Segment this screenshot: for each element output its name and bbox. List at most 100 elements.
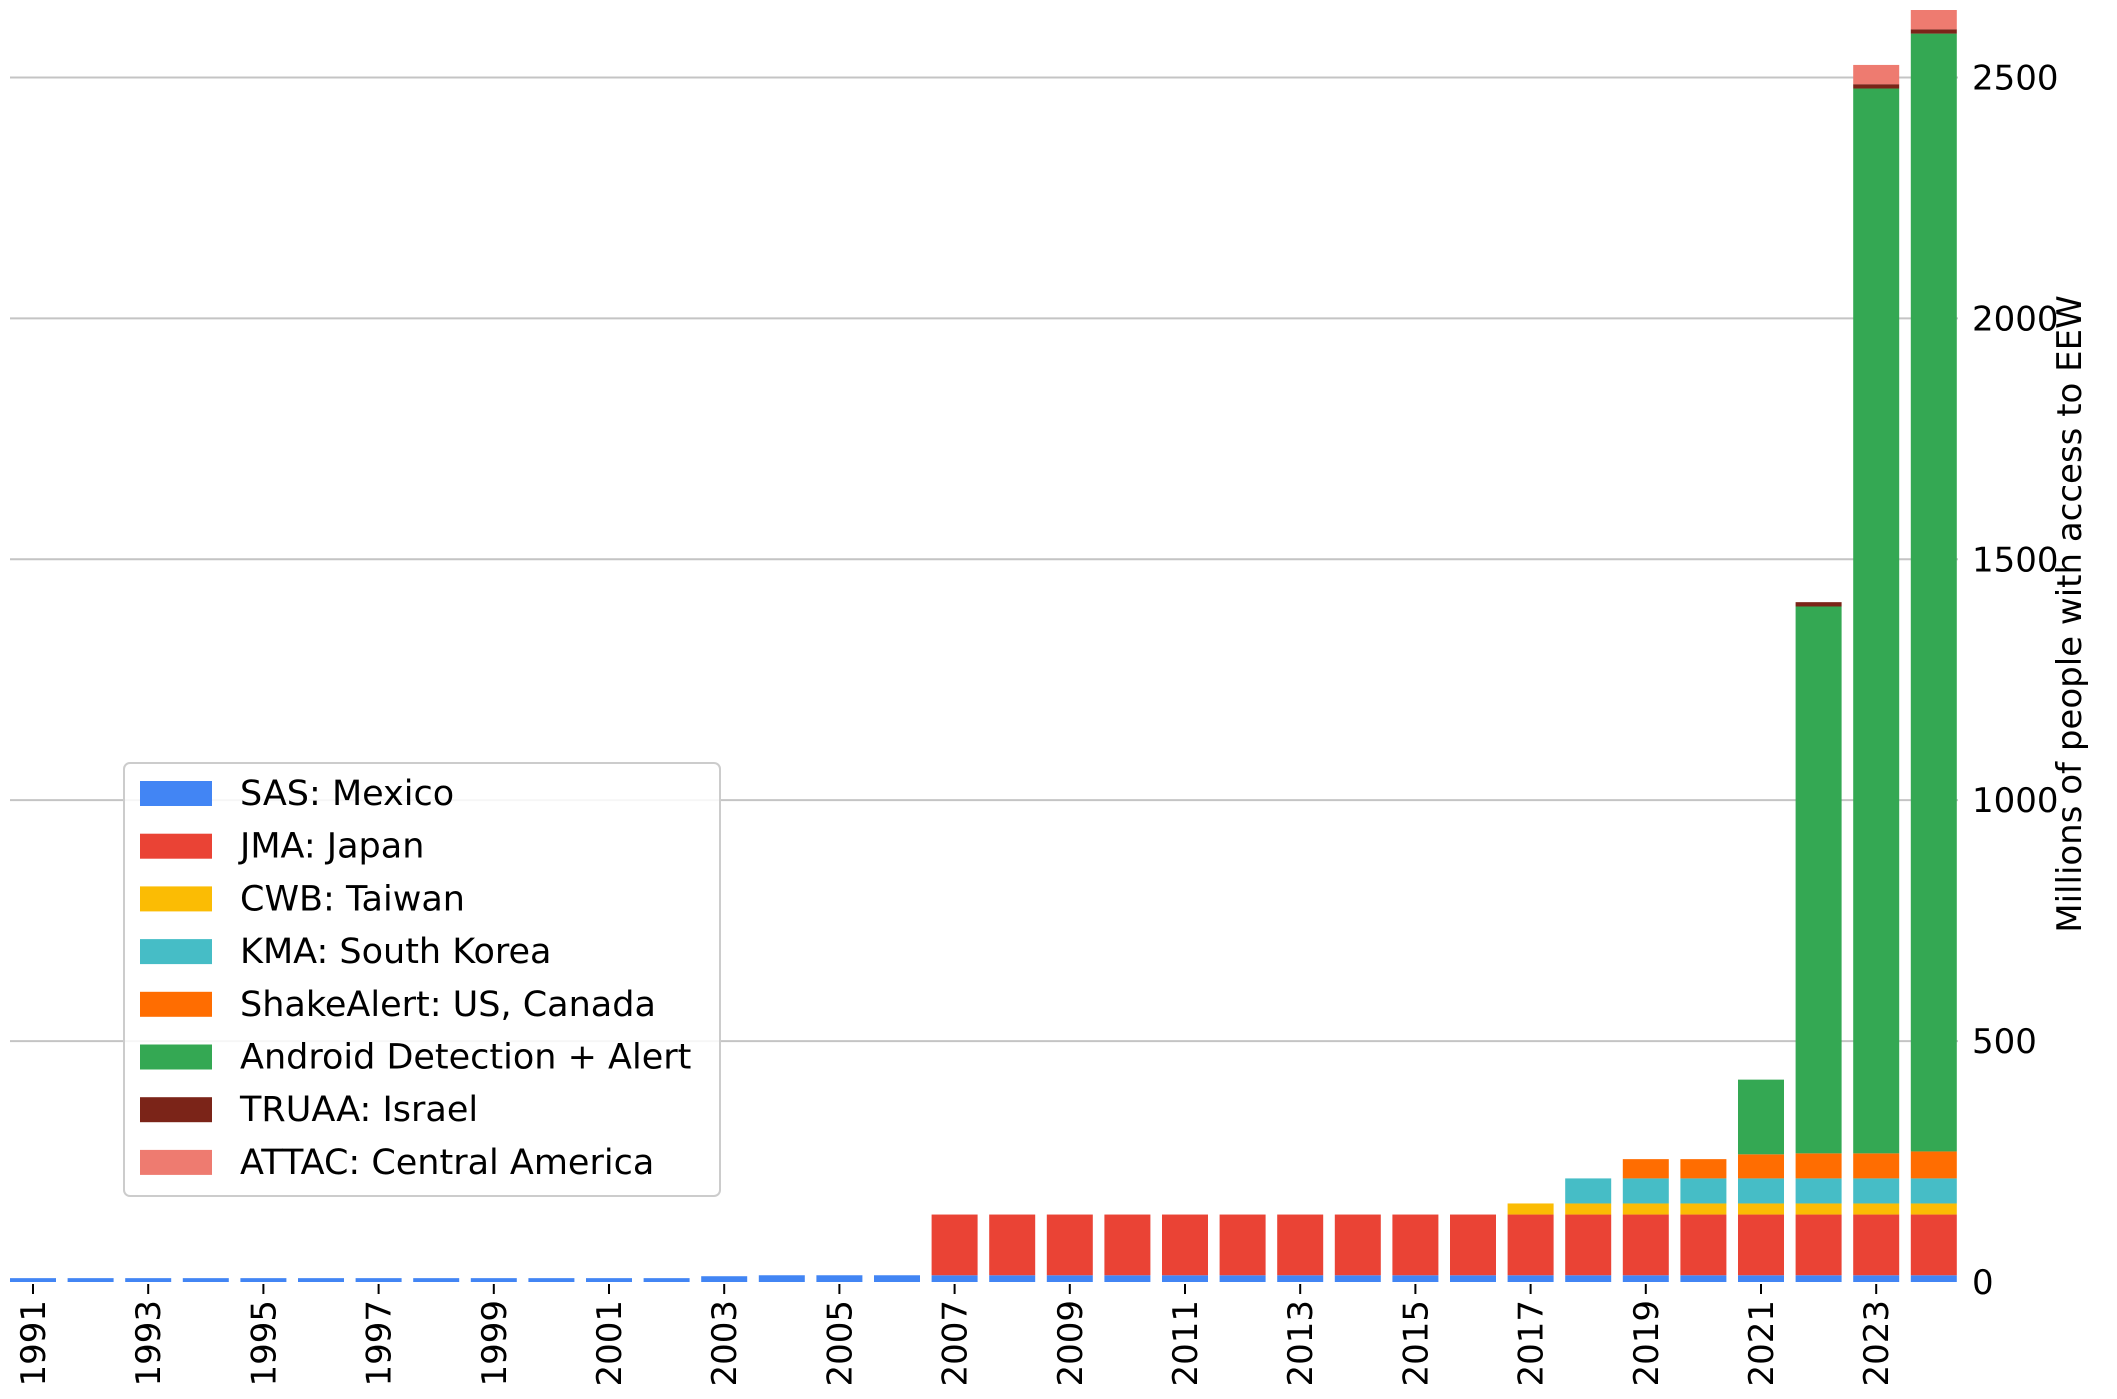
bar-segment (1795, 1203, 1842, 1215)
y-tick-label: 500 (1972, 1022, 2037, 1062)
bar-segment (1910, 29, 1957, 34)
bar-segment (1565, 1214, 1612, 1276)
x-tick-label: 2013 (1281, 1300, 1321, 1387)
bar-segment (1219, 1275, 1266, 1282)
legend-swatch (140, 886, 212, 912)
bar-segment (528, 1278, 575, 1282)
bar-segment (1853, 1178, 1900, 1204)
bar-segment (1450, 1214, 1496, 1276)
bar-segment (1738, 1214, 1784, 1276)
legend-label: KMA: South Korea (240, 932, 551, 972)
bar-segment (1622, 1214, 1669, 1276)
bar-segment (1507, 1275, 1554, 1282)
bar-segment (1104, 1214, 1151, 1276)
bar-segment (10, 1278, 56, 1282)
legend-swatch (140, 781, 212, 806)
bar-segment (355, 1278, 402, 1282)
bar-segment (816, 1275, 863, 1282)
bar-segment (1334, 1275, 1381, 1282)
bar-segment (931, 1214, 978, 1276)
legend-label: JMA: Japan (238, 827, 424, 867)
bar-segment (1219, 1214, 1266, 1276)
bar-segment (1622, 1159, 1669, 1179)
legend-swatch (140, 939, 212, 965)
legend-label: CWB: Taiwan (240, 879, 465, 919)
bar-segment (1565, 1275, 1612, 1282)
y-axis: 0 500 1000 1500 2000 2500 (1972, 58, 2059, 1303)
x-tick-label: 2001 (590, 1300, 630, 1387)
bar-segment (701, 1276, 748, 1282)
bar-segment (240, 1278, 287, 1282)
bar-segment (1738, 1079, 1784, 1155)
x-tick-label: 1991 (14, 1300, 54, 1387)
bar-segment (1853, 84, 1900, 89)
bar-segment (470, 1278, 517, 1282)
legend-swatch (140, 1149, 212, 1175)
bar-segment (1334, 1214, 1381, 1276)
x-tick-label: 2011 (1166, 1300, 1206, 1387)
legend: SAS: Mexico JMA: Japan CWB: Taiwan KMA: Sou… (123, 762, 721, 1197)
bar-segment (1104, 1275, 1151, 1282)
bar-segment (1680, 1178, 1727, 1204)
bar-segment (1795, 602, 1842, 607)
x-tick-label: 2003 (705, 1300, 745, 1387)
x-tick-label: 2009 (1051, 1300, 1091, 1387)
bar-segment (1738, 1275, 1784, 1282)
bar-segment (586, 1278, 632, 1282)
bar-segment (931, 1275, 978, 1282)
legend-swatch (140, 1097, 212, 1123)
bar-segment (1738, 1154, 1784, 1179)
bar-segment (1622, 1275, 1669, 1282)
bar-segment (643, 1278, 690, 1282)
bar-segment (1853, 1275, 1900, 1282)
bar-segment (989, 1275, 1036, 1282)
bar-segment (1853, 1153, 1900, 1179)
bar-segment (1910, 1151, 1957, 1179)
bar-segment (758, 1275, 805, 1282)
bar-segment (1738, 1203, 1784, 1215)
bar-segment (1795, 1178, 1842, 1204)
legend-label: ATTAC: Central America (240, 1143, 654, 1183)
bar-segment (1277, 1214, 1324, 1276)
bar-segment (1910, 1214, 1957, 1276)
bar-segment (1910, 1178, 1957, 1204)
bar-segment (1910, 1203, 1957, 1215)
bar-segment (1450, 1275, 1496, 1282)
x-axis: 1991 1993 1995 1997 1999 2001 2003 2005 2007 2009… (14, 1284, 1897, 1387)
x-tick-label: 2015 (1396, 1300, 1436, 1387)
y-tick-label: 2000 (1972, 299, 2059, 339)
x-tick-label: 2007 (936, 1300, 976, 1387)
bar-segment (1162, 1275, 1208, 1282)
x-tick-label: 1997 (360, 1300, 400, 1387)
bar-segment (125, 1278, 172, 1282)
legend-label: TRUAA: Israel (239, 1090, 478, 1130)
legend-swatch (140, 991, 212, 1017)
x-tick-label: 2005 (820, 1300, 860, 1387)
bar-segment (1507, 1203, 1554, 1215)
legend-swatch (140, 833, 212, 859)
bar-segment (1680, 1159, 1727, 1179)
bar-segment (1853, 88, 1900, 1154)
bar-segment (1680, 1214, 1727, 1276)
bar-segment (1680, 1275, 1727, 1282)
bar-segment (1680, 1203, 1727, 1215)
bar-segment (1277, 1275, 1324, 1282)
x-tick-label: 1999 (475, 1300, 515, 1387)
bar-segment (1853, 64, 1900, 85)
bar-segment (413, 1278, 460, 1282)
x-tick-label: 2019 (1627, 1300, 1667, 1387)
bar-segment (989, 1214, 1036, 1276)
bar-segment (67, 1278, 114, 1282)
bar-segment (1738, 1178, 1784, 1204)
bar-segment (1795, 1275, 1842, 1282)
x-tick-label: 2023 (1857, 1300, 1897, 1387)
legend-box (123, 762, 721, 1197)
bar-segment (1162, 1214, 1208, 1276)
x-tick-label: 2017 (1512, 1300, 1552, 1387)
y-tick-label: 0 (1972, 1263, 1994, 1303)
y-tick-label: 1500 (1972, 540, 2059, 580)
bar-segment (182, 1278, 229, 1282)
bar-segment (1507, 1214, 1554, 1276)
bar-segment (1910, 33, 1957, 1152)
